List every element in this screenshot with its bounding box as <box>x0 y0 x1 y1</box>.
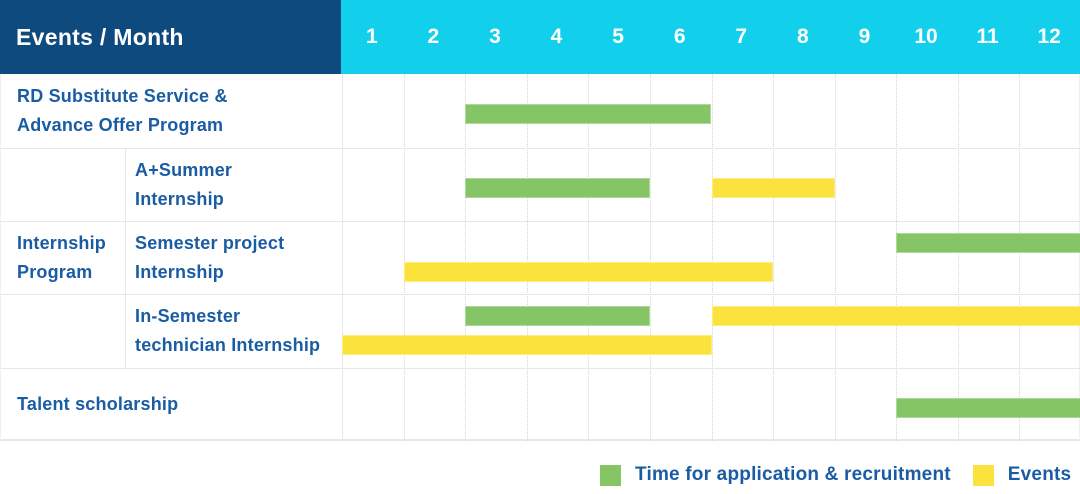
month-gridline <box>588 74 590 441</box>
gantt-bar-application <box>465 104 712 124</box>
month-gridline <box>711 74 713 441</box>
group-label-line: Internship <box>17 233 107 253</box>
legend: Time for application & recruitment Events <box>600 464 1071 486</box>
events-month-header-cell: Events / Month <box>0 0 341 74</box>
gantt-body: RD Substitute Service & Advance Offer Pro… <box>0 74 1080 441</box>
row-label-line: Internship <box>135 188 225 209</box>
gantt-bar-events <box>711 306 1080 326</box>
month-header-1: 1 <box>365 25 378 48</box>
legend-item-events: Events <box>972 464 1072 486</box>
row-divider <box>1 368 1080 369</box>
group-label-line: Program <box>17 262 93 282</box>
row-label-line: Advance Offer Program <box>17 115 224 135</box>
group-subcolumn-divider <box>125 148 126 368</box>
label-chart-divider <box>342 74 343 441</box>
month-header-5: 5 <box>612 25 624 48</box>
month-gridline <box>465 74 467 441</box>
gantt-bar-events <box>403 262 774 282</box>
legend-item-application: Time for application & recruitment <box>600 464 951 486</box>
month-gridline <box>834 74 836 441</box>
row-label-1: A+Summer Internship <box>135 148 335 221</box>
month-gridline <box>649 74 651 441</box>
gantt-bar-application <box>465 178 650 198</box>
legend-label-application: Time for application & recruitment <box>635 464 951 485</box>
legend-swatch-green <box>600 464 621 486</box>
month-header-row: 1 2 3 4 5 6 7 8 9 10 11 12 <box>341 0 1080 74</box>
row-label-2: Semester project Internship <box>135 221 335 294</box>
month-header-11: 11 <box>976 25 999 48</box>
month-header-9: 9 <box>858 25 871 48</box>
row-label-4: Talent scholarship <box>17 368 329 441</box>
gantt-bar-application <box>465 306 650 326</box>
gantt-bar-application <box>896 398 1080 418</box>
month-gridline <box>1019 74 1021 441</box>
month-gridline <box>957 74 959 441</box>
month-header-2: 2 <box>427 25 440 48</box>
row-label-line: Internship <box>135 261 225 282</box>
month-header-4: 4 <box>550 25 563 48</box>
row-label-line: A+Summer <box>135 159 233 180</box>
row-label-line: technician Internship <box>135 335 321 355</box>
group-label-internship-program: Internship Program <box>17 148 121 368</box>
gantt-bar-events <box>342 335 712 355</box>
row-label-0: RD Substitute Service & Advance Offer Pro… <box>17 74 329 148</box>
row-divider <box>1 221 1080 222</box>
gantt-bar-application <box>896 233 1080 253</box>
row-label-3: In-Semester technician Internship <box>135 294 335 368</box>
table-title: Events / Month <box>16 23 184 50</box>
month-header-8: 8 <box>796 25 809 48</box>
row-divider <box>1 148 1080 149</box>
row-divider <box>1 294 1080 295</box>
month-gridline <box>403 74 405 441</box>
month-header-10: 10 <box>914 25 938 48</box>
month-header-7: 7 <box>735 25 748 48</box>
row-label-line: Talent scholarship <box>17 394 179 414</box>
month-gridline <box>896 74 898 441</box>
gantt-bar-events <box>711 178 835 198</box>
month-header-6: 6 <box>673 25 686 48</box>
row-label-line: Semester project <box>135 232 285 253</box>
month-header-3: 3 <box>489 25 501 48</box>
month-gridline <box>526 74 528 441</box>
month-header-12: 12 <box>1037 25 1061 48</box>
month-gridline <box>773 74 775 441</box>
row-label-line: RD Substitute Service & <box>17 86 228 106</box>
row-label-line: In-Semester <box>135 306 241 326</box>
legend-label-events: Events <box>1007 464 1072 485</box>
legend-swatch-yellow <box>972 464 994 486</box>
